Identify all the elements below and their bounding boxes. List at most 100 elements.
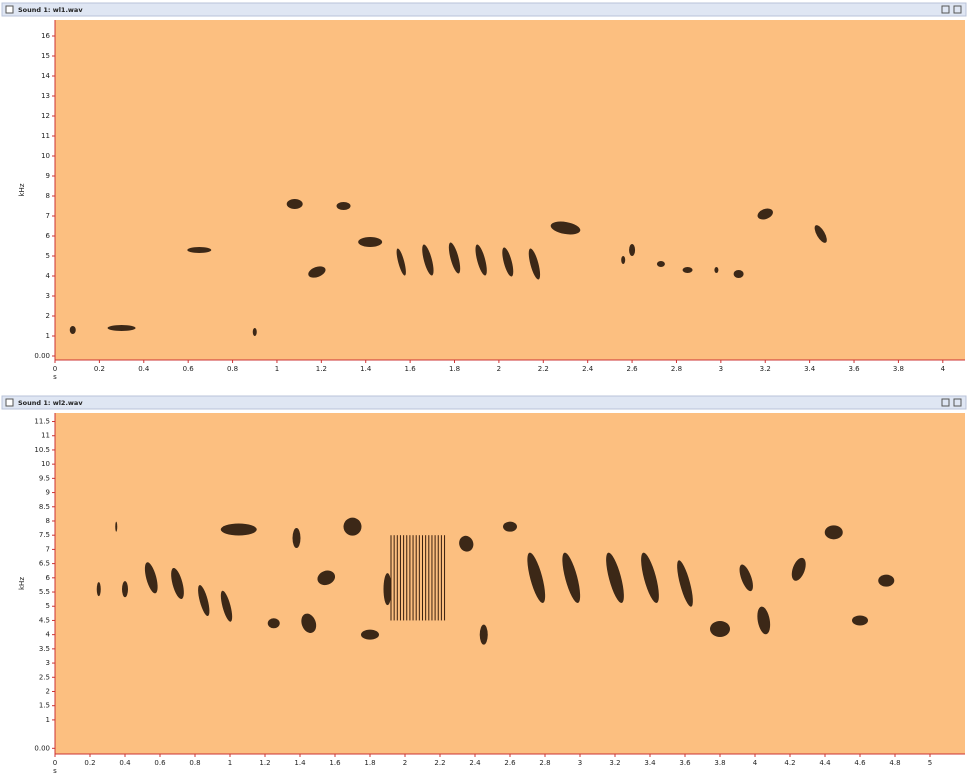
- sound-blob: [122, 581, 128, 597]
- y-tick-label: 9: [46, 172, 50, 180]
- sound-blob: [683, 267, 693, 273]
- x-tick-label: 2.2: [434, 759, 445, 767]
- x-tick-label: 2.8: [539, 759, 550, 767]
- sound-blob: [480, 625, 488, 645]
- page: Sound 1: wl1.wav0.0012345678910111213141…: [0, 0, 968, 774]
- y-tick-label: 3: [46, 659, 50, 667]
- x-tick-label: 1: [275, 365, 279, 373]
- y-tick-label: 4: [46, 631, 51, 639]
- y-tick-label: 9.5: [39, 474, 50, 482]
- x-tick-label: 4.4: [819, 759, 831, 767]
- x-tick-label: 0.4: [119, 759, 131, 767]
- sound-blob: [115, 522, 117, 532]
- x-tick-label: 4.8: [889, 759, 900, 767]
- x-tick-label: 5: [928, 759, 932, 767]
- x-tick-label: 1: [228, 759, 232, 767]
- sound-blob: [710, 621, 730, 637]
- x-tick-label: 0.6: [183, 365, 195, 373]
- x-tick-label: 2: [403, 759, 407, 767]
- y-tick-label: 6: [46, 574, 51, 582]
- y-tick-label: 13: [41, 92, 50, 100]
- x-tick-label: 3.6: [679, 759, 691, 767]
- x-tick-label: 3.4: [804, 365, 816, 373]
- title-bar: [2, 396, 966, 409]
- y-tick-label: 8.5: [39, 503, 50, 511]
- y-tick-label: 2: [46, 312, 50, 320]
- y-tick-label: 14: [41, 72, 50, 80]
- x-tick-label: 2.6: [504, 759, 516, 767]
- y-tick-label: 6.5: [39, 560, 50, 568]
- y-tick-label: 7: [46, 545, 50, 553]
- sound-blob: [108, 325, 136, 331]
- x-tick-label: 1.4: [294, 759, 306, 767]
- y-tick-label: 11: [41, 432, 50, 440]
- y-tick-label: 7: [46, 212, 50, 220]
- y-tick-label: 12: [41, 112, 50, 120]
- sound-blob: [384, 573, 392, 605]
- x-tick-label: 1.4: [360, 365, 372, 373]
- y-tick-label: 2: [46, 687, 50, 695]
- y-tick-label: 10: [41, 152, 50, 160]
- sound-blob: [253, 328, 257, 336]
- sound-blob: [878, 575, 894, 587]
- sound-blob: [734, 270, 744, 278]
- y-tick-label: 0.00: [34, 744, 50, 752]
- x-tick-label: 4.6: [854, 759, 866, 767]
- x-tick-label: 2.2: [538, 365, 549, 373]
- x-tick-label: 0.2: [84, 759, 95, 767]
- y-tick-label: 1: [46, 332, 50, 340]
- x-tick-label: 2.4: [582, 365, 594, 373]
- x-tick-label: 0.8: [227, 365, 238, 373]
- y-tick-label: 5: [46, 252, 50, 260]
- sound-blob: [97, 582, 101, 596]
- y-tick-label: 11.5: [34, 418, 50, 426]
- y-axis-label: kHz: [18, 183, 26, 196]
- spectrogram: [55, 20, 965, 360]
- x-tick-label: 2: [497, 365, 501, 373]
- sound-blob: [268, 618, 280, 628]
- sound-blob: [825, 525, 843, 539]
- title-bar: [2, 3, 966, 16]
- x-tick-label: 3: [719, 365, 723, 373]
- y-tick-label: 4: [46, 272, 51, 280]
- sound-blob: [714, 267, 718, 273]
- x-tick-label: 1.6: [405, 365, 417, 373]
- y-tick-label: 5: [46, 602, 50, 610]
- sound-blob: [503, 522, 517, 532]
- sound-blob: [187, 247, 211, 253]
- y-tick-label: 2.5: [39, 673, 50, 681]
- sound-blob: [293, 528, 301, 548]
- x-tick-label: 2.8: [671, 365, 682, 373]
- y-tick-label: 3: [46, 292, 50, 300]
- y-tick-label: 0.00: [34, 352, 50, 360]
- x-tick-label: 3.2: [760, 365, 771, 373]
- x-tick-label: 4: [753, 759, 758, 767]
- x-tick-label: 0: [53, 759, 57, 767]
- sound-blob: [657, 261, 665, 267]
- x-tick-label: 2.6: [627, 365, 639, 373]
- sound-blob: [221, 524, 257, 536]
- x-tick-label: 1.8: [449, 365, 460, 373]
- x-tick-label: 0.4: [138, 365, 150, 373]
- window-title: Sound 1: wl1.wav: [18, 6, 83, 14]
- x-axis-label: s: [53, 767, 57, 774]
- y-tick-label: 16: [41, 32, 50, 40]
- x-tick-label: 4.2: [784, 759, 795, 767]
- window-title: Sound 1: wl2.wav: [18, 399, 83, 407]
- y-tick-label: 10.5: [34, 446, 50, 454]
- y-tick-label: 9: [46, 489, 50, 497]
- sound-blob: [852, 615, 868, 625]
- x-tick-label: 3: [578, 759, 582, 767]
- x-tick-label: 3.6: [848, 365, 860, 373]
- sound-blob: [629, 244, 635, 256]
- x-tick-label: 1.2: [316, 365, 327, 373]
- x-tick-label: 0.6: [154, 759, 166, 767]
- y-tick-label: 8: [46, 517, 50, 525]
- y-tick-label: 8: [46, 192, 50, 200]
- sound-blob: [70, 326, 76, 334]
- sound-blob: [287, 199, 303, 209]
- x-tick-label: 3.4: [644, 759, 656, 767]
- y-tick-label: 1.5: [39, 702, 50, 710]
- y-tick-label: 11: [41, 132, 50, 140]
- x-tick-label: 3.8: [893, 365, 904, 373]
